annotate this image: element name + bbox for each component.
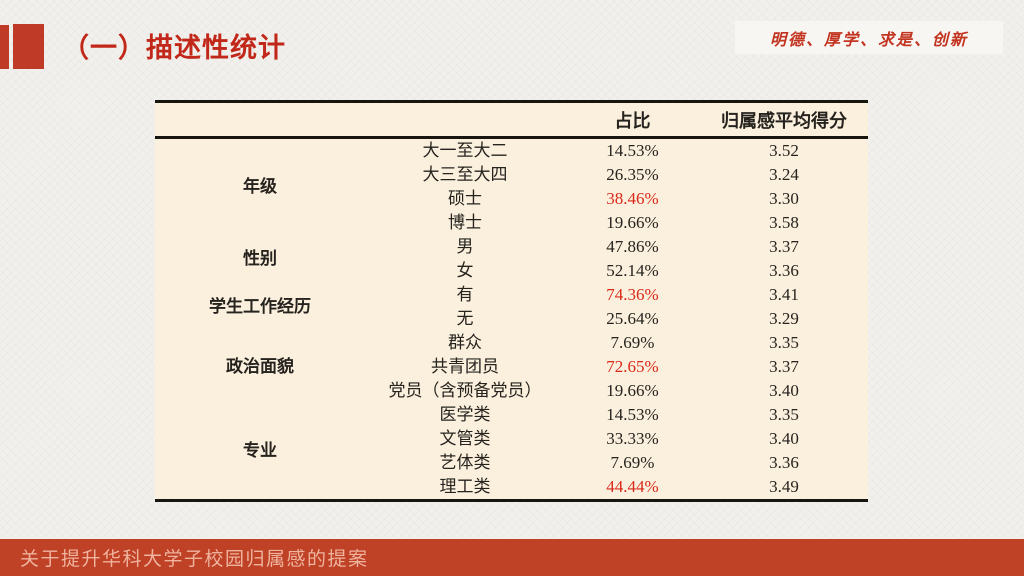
header-pct: 占比 xyxy=(565,101,700,139)
percentage-cell: 26.35% xyxy=(606,165,659,184)
subcategory-cell: 文管类 xyxy=(439,429,491,448)
table-row: 艺体类 7.69% 3.36 xyxy=(155,451,868,475)
table-row: 理工类 44.44% 3.49 xyxy=(155,475,868,501)
subcategory-cell: 男 xyxy=(456,237,474,256)
table-row: 女 52.14% 3.36 xyxy=(155,259,868,283)
table-row: 学生工作经历 有 74.36% 3.41 xyxy=(155,283,868,316)
score-cell: 3.40 xyxy=(769,429,799,448)
table-row: 硕士 38.46% 3.30 xyxy=(155,187,868,211)
score-cell: 3.41 xyxy=(769,285,799,304)
score-cell: 3.24 xyxy=(769,165,799,184)
table-row: 性别 男 47.86% 3.37 xyxy=(155,235,868,268)
score-cell: 3.29 xyxy=(769,309,799,328)
school-motto: 明德、厚学、求是、创新 xyxy=(769,29,968,49)
percentage-cell: 38.46% xyxy=(606,189,659,208)
score-cell: 3.36 xyxy=(769,261,799,280)
percentage-cell: 74.36% xyxy=(606,285,659,304)
statistics-table: 占比 归属感平均得分 年级 大一至大二 14.53% 3.52 大三至大四 26.35% 3… xyxy=(155,100,868,502)
table-row: 专业 医学类 14.53% 3.35 xyxy=(155,403,868,460)
subcategory-cell: 艺体类 xyxy=(439,453,491,472)
subcategory-cell: 群众 xyxy=(448,333,482,352)
table-row: 文管类 33.33% 3.40 xyxy=(155,427,868,451)
category-cell: 年级 xyxy=(243,177,277,196)
table-row: 共青团员 72.65% 3.37 xyxy=(155,355,868,379)
subcategory-cell: 无 xyxy=(456,309,474,328)
percentage-cell: 72.65% xyxy=(606,357,659,376)
accent-bar-thin xyxy=(0,25,9,69)
percentage-cell: 33.33% xyxy=(606,429,659,448)
table-header-row: 占比 归属感平均得分 xyxy=(155,101,868,139)
percentage-cell: 7.69% xyxy=(610,453,655,472)
subcategory-cell: 有 xyxy=(456,285,474,304)
score-cell: 3.58 xyxy=(769,213,799,232)
percentage-cell: 14.53% xyxy=(606,141,659,160)
table-row: 党员（含预备党员） 19.66% 3.40 xyxy=(155,379,868,403)
table-row: 大三至大四 26.35% 3.24 xyxy=(155,163,868,187)
score-cell: 3.37 xyxy=(769,237,799,256)
subcategory-cell: 大一至大二 xyxy=(422,141,508,160)
percentage-cell: 47.86% xyxy=(606,237,659,256)
subcategory-cell: 理工类 xyxy=(439,477,491,496)
motto-band: 明德、厚学、求是、创新 xyxy=(735,21,1003,54)
score-cell: 3.40 xyxy=(769,381,799,400)
header-score: 归属感平均得分 xyxy=(700,101,868,139)
percentage-cell: 25.64% xyxy=(606,309,659,328)
subcategory-cell: 大三至大四 xyxy=(422,165,508,184)
score-cell: 3.37 xyxy=(769,357,799,376)
subcategory-cell: 医学类 xyxy=(439,405,491,424)
percentage-cell: 19.66% xyxy=(606,213,659,232)
score-cell: 3.49 xyxy=(769,477,799,496)
subcategory-cell: 硕士 xyxy=(448,189,482,208)
category-cell: 性别 xyxy=(243,249,277,268)
category-cell: 学生工作经历 xyxy=(209,297,311,316)
score-cell: 3.52 xyxy=(769,141,799,160)
score-cell: 3.35 xyxy=(769,333,799,352)
category-cell: 政治面貌 xyxy=(226,357,294,376)
subcategory-cell: 共青团员 xyxy=(431,357,499,376)
percentage-cell: 14.53% xyxy=(606,405,659,424)
accent-bar-square xyxy=(13,24,44,69)
subcategory-cell: 博士 xyxy=(448,213,482,232)
score-cell: 3.36 xyxy=(769,453,799,472)
footer-bar: 关于提升华科大学子校园归属感的提案 xyxy=(0,539,1024,576)
table-row: 年级 大一至大二 14.53% 3.52 xyxy=(155,138,868,196)
table-row: 无 25.64% 3.29 xyxy=(155,307,868,331)
percentage-cell: 7.69% xyxy=(610,333,655,352)
percentage-cell: 52.14% xyxy=(606,261,659,280)
percentage-cell: 19.66% xyxy=(606,381,659,400)
score-cell: 3.30 xyxy=(769,189,799,208)
header-empty-cell xyxy=(155,101,565,139)
footer-title: 关于提升华科大学子校园归属感的提案 xyxy=(20,549,369,570)
page-title: （一）描述性统计 xyxy=(62,33,286,63)
subcategory-cell: 党员（含预备党员） xyxy=(388,381,542,400)
subcategory-cell: 女 xyxy=(456,261,474,280)
table-row: 政治面貌 群众 7.69% 3.35 xyxy=(155,331,868,376)
score-cell: 3.35 xyxy=(769,405,799,424)
category-cell: 专业 xyxy=(243,441,277,460)
percentage-cell: 44.44% xyxy=(606,477,659,496)
table-row: 博士 19.66% 3.58 xyxy=(155,211,868,235)
